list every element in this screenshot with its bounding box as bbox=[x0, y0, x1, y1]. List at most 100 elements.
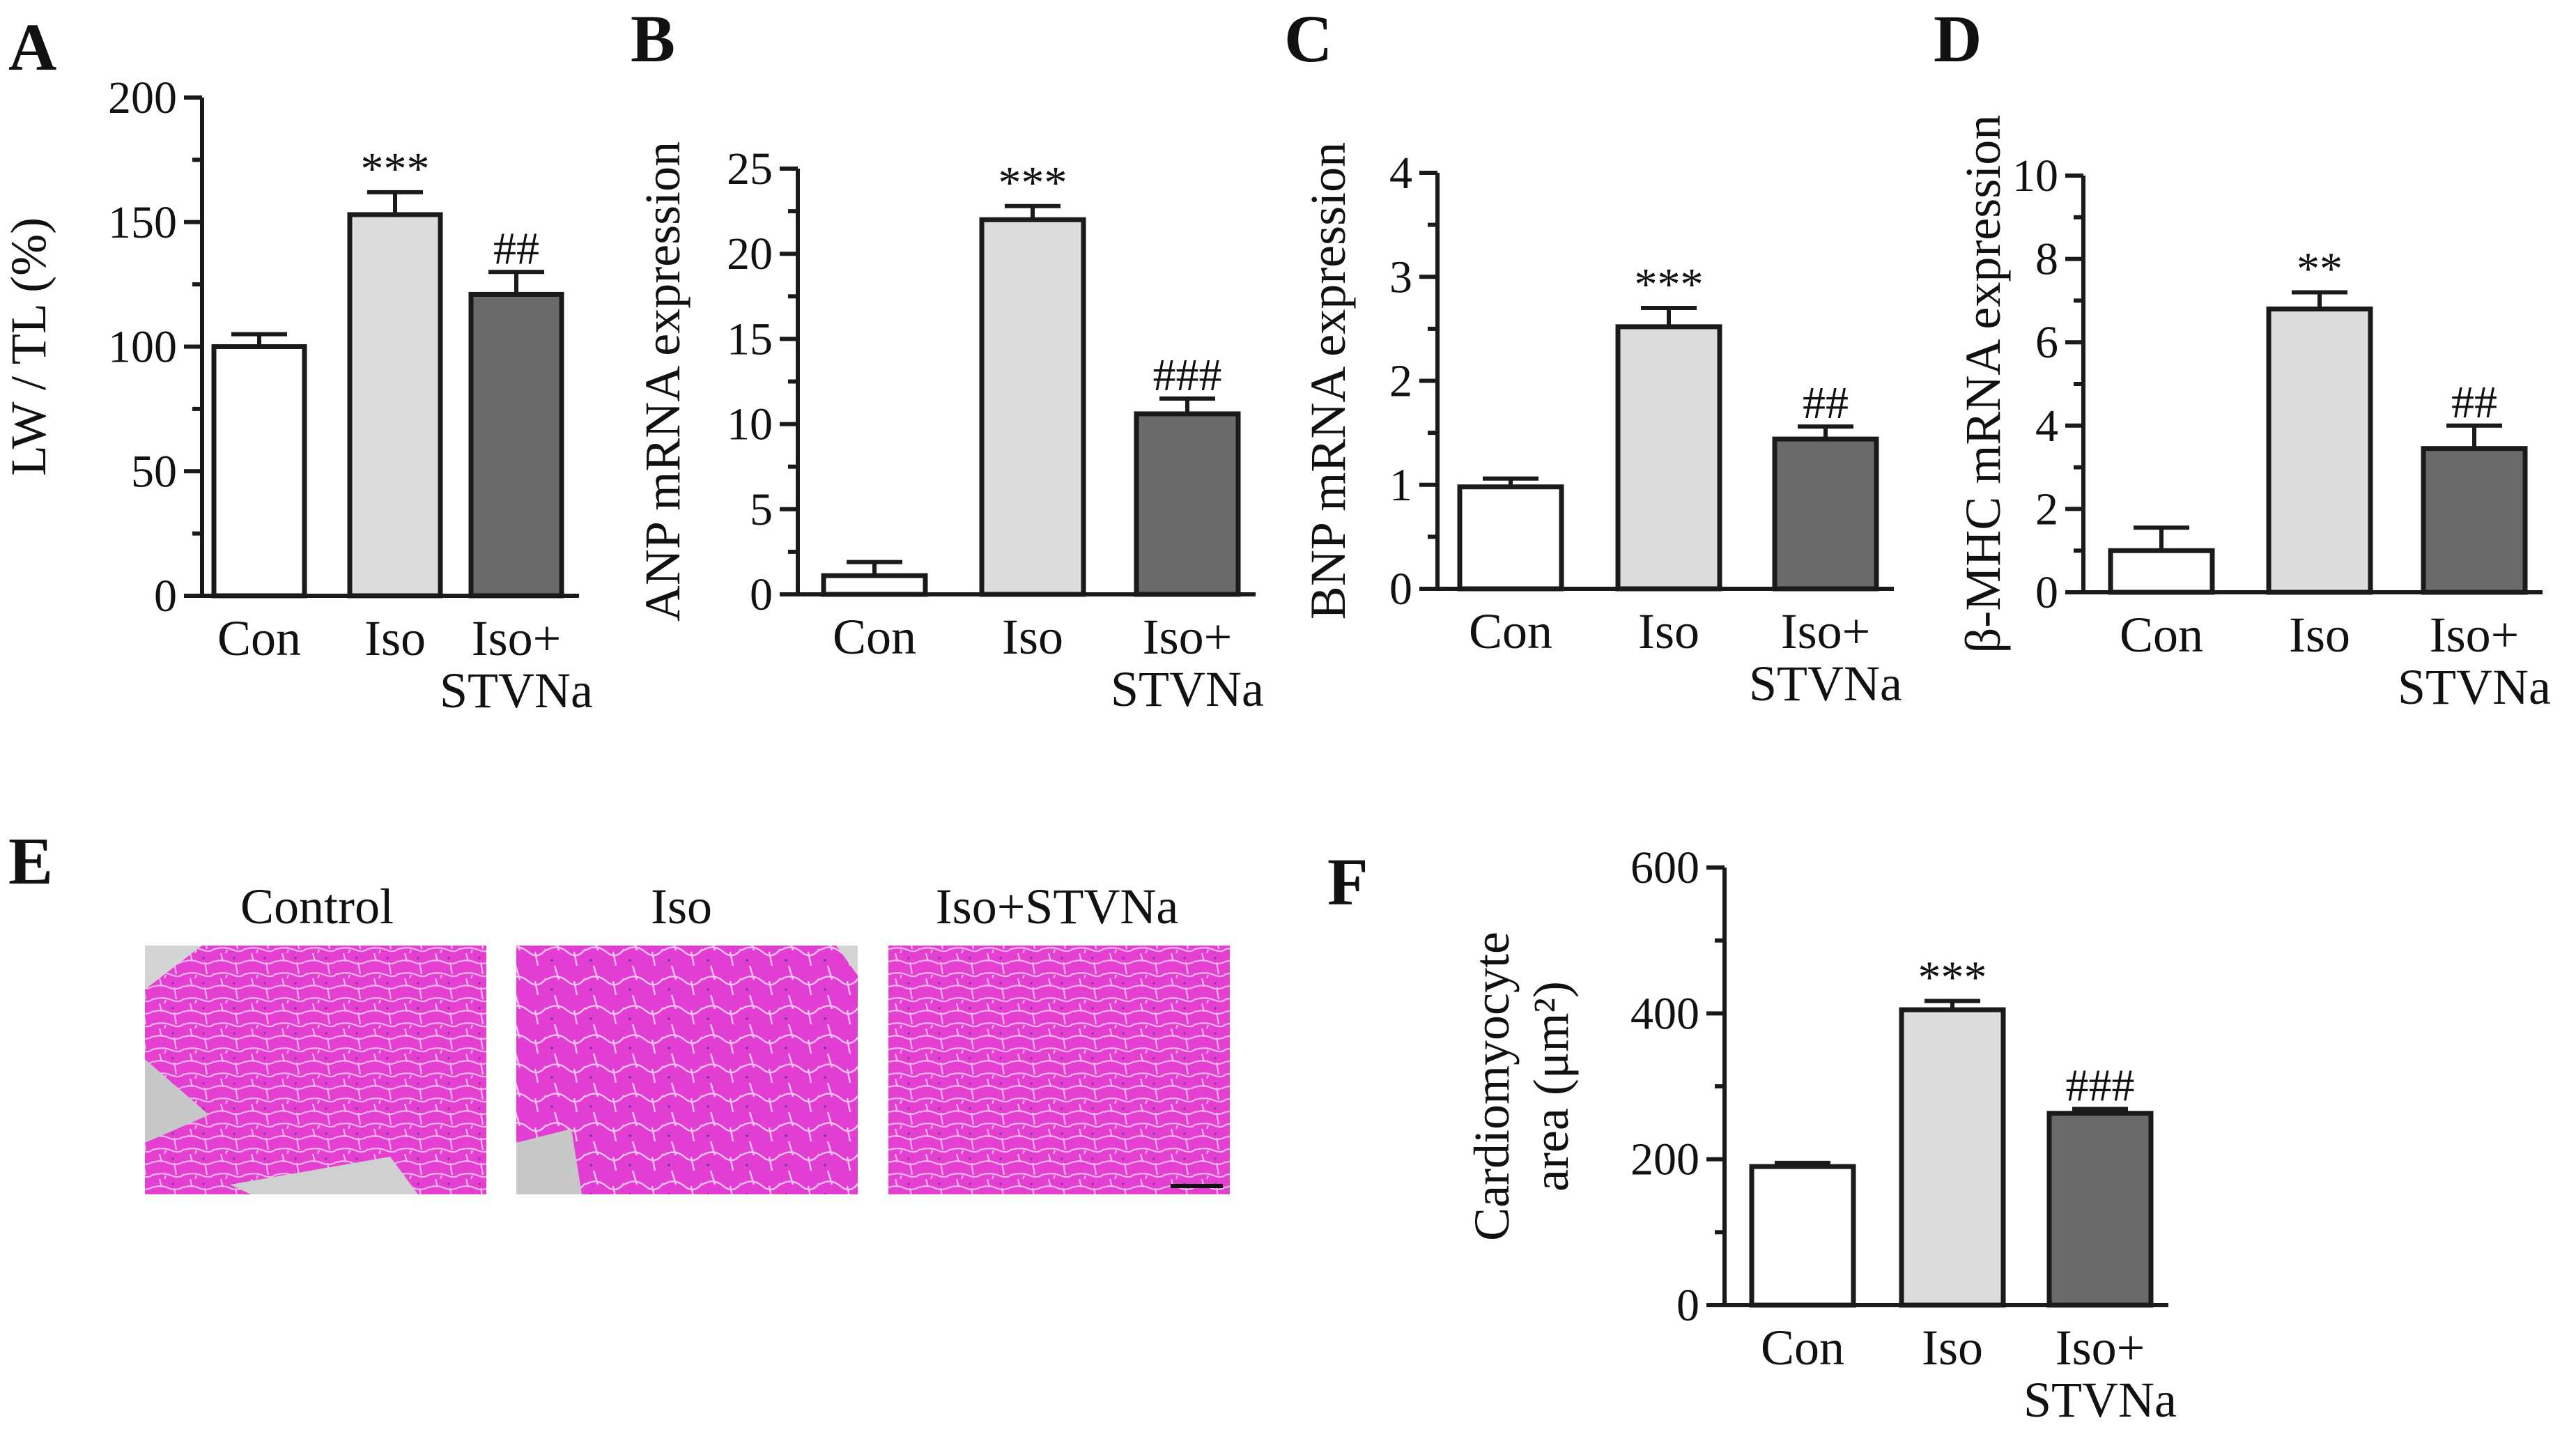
panel-a-category-label-iso-stvna: Iso+ bbox=[472, 610, 562, 666]
panel-b-error-bar-con bbox=[847, 560, 902, 576]
image-title-control: Control bbox=[240, 879, 394, 934]
panel-c-y-tick-label: 4 bbox=[1389, 148, 1412, 199]
panel-b-y-axis-label: ANP mRNA expression bbox=[635, 141, 691, 622]
panel-b-error-bar-iso bbox=[1005, 203, 1061, 220]
panel-f-significance-iso-stvna: ### bbox=[2066, 1060, 2135, 1111]
panel-c-bar-iso-stvna bbox=[1772, 436, 1879, 592]
panel-f-category-label-iso-stvna: Iso+ bbox=[2056, 1320, 2145, 1376]
panel-c-significance-iso: *** bbox=[1635, 259, 1704, 310]
panel-a-category-label-iso: Iso bbox=[364, 610, 426, 666]
panel-c-y-tick-label: 2 bbox=[1389, 356, 1412, 407]
panel-a-y-axis-label: LW / TL (%) bbox=[1, 217, 56, 476]
panel-b-chart: 0 5 10 15 20 25 ANP mRNA expression Con *** Iso ##… bbox=[635, 141, 1264, 717]
panel-b-category-label-con: Con bbox=[833, 609, 916, 665]
panel-c-error-bar-con bbox=[1483, 476, 1538, 487]
panel-f-chart: 0 200 400 600 Cardiomyocyte area (μm²) Con *** I… bbox=[1464, 842, 2177, 1428]
panel-d-error-bar-con bbox=[2134, 525, 2189, 551]
panel-a-significance-iso: *** bbox=[361, 144, 430, 194]
panel-d-y-tick-label: 8 bbox=[2035, 234, 2058, 285]
panel-d-y-tick-label: 4 bbox=[2035, 401, 2058, 452]
panel-a-error-bar-iso-stvna bbox=[488, 270, 544, 295]
panel-d-significance-iso: ** bbox=[2297, 243, 2343, 294]
panel-d-bar-iso-stvna bbox=[2421, 446, 2528, 595]
panel-c-bar-con bbox=[1457, 484, 1564, 592]
panel-a-category-label-con: Con bbox=[217, 610, 301, 666]
panel-b-significance-iso: *** bbox=[998, 157, 1067, 208]
panel-d-category-label-iso-stvna: STVNa bbox=[2398, 659, 2551, 715]
panel-d-y-tick-label: 6 bbox=[2035, 317, 2058, 368]
panel-f-error-bar-con bbox=[1775, 1160, 1830, 1167]
panel-d-category-label-con: Con bbox=[2120, 607, 2203, 663]
panel-c-category-label-iso-stvna: Iso+ bbox=[1781, 603, 1871, 659]
panel-letter-d: D bbox=[1934, 1, 1982, 76]
panel-f-significance-iso: *** bbox=[1918, 953, 1987, 1003]
panel-e-histology: Control Iso Iso+STVNa bbox=[145, 879, 1230, 1194]
panel-c-error-bar-iso bbox=[1641, 306, 1697, 327]
image-title-iso-stvna: Iso+STVNa bbox=[936, 879, 1179, 934]
panel-f-y-tick-label: 200 bbox=[1630, 1134, 1699, 1185]
panel-d-category-label-iso: Iso bbox=[2289, 607, 2350, 663]
panel-letter-b: B bbox=[631, 1, 675, 76]
panel-d-y-axis-label: β-MHC mRNA expression bbox=[1955, 115, 2011, 654]
panel-c-error-bar-iso-stvna bbox=[1798, 424, 1853, 440]
panel-f-bar-con bbox=[1749, 1164, 1856, 1308]
panel-a-y-tick-label: 50 bbox=[131, 446, 177, 497]
panel-b-y-tick-label: 25 bbox=[727, 144, 773, 194]
panel-a-y-tick-label: 200 bbox=[108, 72, 177, 123]
panel-a-chart: 0 50 100 150 200 LW / TL (%) Con *** Iso ## Iso+ST… bbox=[1, 72, 593, 718]
panel-f-category-label-iso: Iso bbox=[1922, 1320, 1983, 1376]
panel-b-significance-iso-stvna: ### bbox=[1153, 350, 1222, 401]
histology-image-control bbox=[145, 946, 486, 1194]
panel-f-y-tick-label: 600 bbox=[1630, 842, 1699, 893]
panel-letter-a: A bbox=[8, 10, 56, 84]
panel-b-category-label-iso-stvna: STVNa bbox=[1111, 661, 1264, 717]
panel-letter-c: C bbox=[1284, 1, 1332, 76]
histology-image-iso-stvna bbox=[888, 946, 1230, 1194]
panel-a-error-bar-con bbox=[231, 332, 287, 347]
panel-b-y-tick-label: 5 bbox=[750, 484, 773, 535]
panel-c-category-label-iso-stvna: STVNa bbox=[1749, 656, 1902, 711]
panel-letter-f: F bbox=[1327, 845, 1368, 919]
panel-c-y-tick-label: 3 bbox=[1389, 252, 1412, 302]
panel-d-y-tick-label: 0 bbox=[2035, 567, 2058, 618]
panel-d-bar-con bbox=[2108, 548, 2215, 595]
panel-a-bar-iso bbox=[347, 212, 443, 599]
panel-a-bar-iso-stvna bbox=[468, 291, 564, 599]
panel-d-error-bar-iso bbox=[2292, 290, 2347, 309]
panel-b-category-label-iso: Iso bbox=[1002, 609, 1063, 665]
panel-a-category-label-iso-stvna: STVNa bbox=[440, 663, 593, 718]
histology-image-iso bbox=[516, 946, 858, 1194]
panel-b-error-bar-iso-stvna bbox=[1159, 396, 1215, 414]
panel-b-y-tick-label: 10 bbox=[727, 399, 773, 450]
panel-c-y-tick-label: 0 bbox=[1389, 564, 1412, 615]
panel-c-y-axis-label: BNP mRNA expression bbox=[1300, 142, 1356, 619]
panel-c-chart: 0 1 2 3 4 BNP mRNA expression Con *** Iso ## Iso+S… bbox=[1300, 142, 1902, 711]
panel-c-significance-iso-stvna: ## bbox=[1803, 378, 1849, 429]
panel-b-category-label-iso-stvna: Iso+ bbox=[1143, 609, 1233, 665]
panel-f-category-label-con: Con bbox=[1761, 1320, 1844, 1376]
panel-f-y-axis-label: Cardiomyocyte bbox=[1464, 932, 1520, 1241]
panel-a-bar-con bbox=[211, 344, 307, 599]
panel-d-y-tick-label: 2 bbox=[2035, 484, 2058, 534]
panel-c-y-tick-label: 1 bbox=[1389, 460, 1412, 511]
panel-d-bar-iso bbox=[2266, 306, 2373, 595]
panel-d-category-label-iso-stvna: Iso+ bbox=[2430, 607, 2520, 663]
panel-f-bar-iso bbox=[1899, 1007, 2006, 1308]
panel-d-error-bar-iso-stvna bbox=[2446, 423, 2502, 449]
panel-b-y-tick-label: 20 bbox=[727, 229, 773, 279]
panel-a-y-tick-label: 100 bbox=[108, 322, 177, 373]
panel-c-bar-iso bbox=[1615, 324, 1722, 592]
panel-f-bar-iso-stvna bbox=[2046, 1111, 2154, 1308]
panel-f-error-bar-iso bbox=[1925, 999, 1980, 1010]
panel-b-bar-iso bbox=[979, 217, 1086, 597]
panel-f-y-tick-label: 400 bbox=[1630, 988, 1699, 1039]
panel-c-category-label-iso: Iso bbox=[1638, 603, 1699, 659]
panel-d-chart: 0 2 4 6 8 10β-MHC mRNA expression Con ** Iso ## Is… bbox=[1955, 115, 2551, 715]
image-title-iso: Iso bbox=[651, 879, 712, 934]
panel-a-significance-iso-stvna: ## bbox=[493, 223, 539, 274]
panel-a-y-tick-label: 150 bbox=[108, 197, 177, 248]
panel-a-y-tick-label: 0 bbox=[154, 571, 177, 622]
panel-b-y-tick-label: 0 bbox=[750, 569, 773, 620]
panel-letter-e: E bbox=[8, 824, 53, 898]
panel-f-category-label-iso-stvna: STVNa bbox=[2023, 1372, 2177, 1428]
